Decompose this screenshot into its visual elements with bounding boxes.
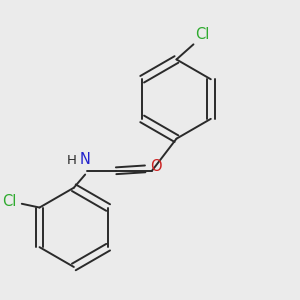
Text: O: O (150, 159, 161, 174)
Text: N: N (80, 152, 91, 167)
Text: H: H (67, 154, 77, 167)
Text: Cl: Cl (2, 194, 17, 209)
Text: Cl: Cl (195, 28, 210, 43)
